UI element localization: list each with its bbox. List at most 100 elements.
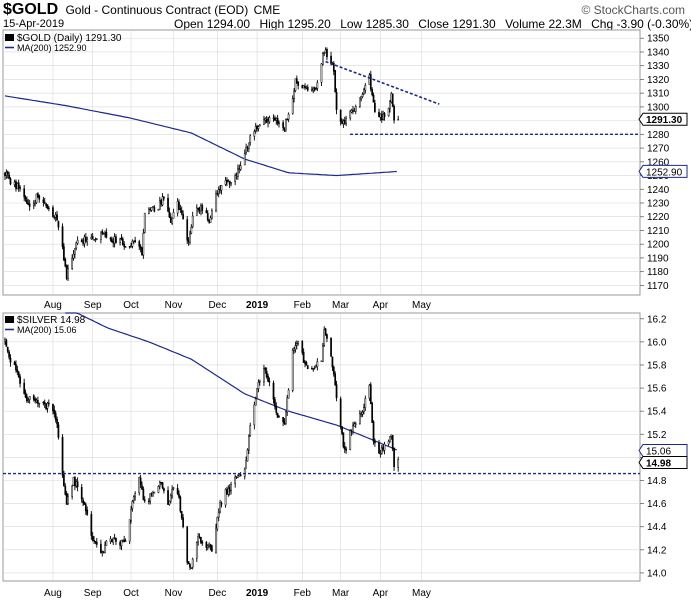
candle-body: [326, 49, 328, 58]
candle: [15, 360, 17, 373]
y-tick-label: 1320: [647, 75, 670, 86]
candle: [53, 215, 56, 220]
candle-body: [53, 409, 56, 414]
candle-body: [153, 491, 156, 494]
candle: [374, 99, 376, 113]
candle: [83, 501, 86, 505]
open-value: 1294.00: [206, 17, 251, 31]
candle-body: [330, 337, 332, 357]
candle-body: [389, 436, 391, 443]
candle: [360, 411, 363, 418]
candle: [178, 490, 180, 499]
candle: [306, 365, 309, 370]
candle-body: [374, 102, 376, 112]
candle: [219, 499, 221, 514]
candle-body: [358, 413, 361, 425]
candle-body: [171, 217, 173, 224]
candle: [215, 523, 217, 554]
candle: [52, 205, 54, 218]
candle-body: [227, 180, 230, 182]
candle-body: [198, 536, 201, 538]
candle-body: [142, 232, 145, 256]
candle: [316, 80, 319, 92]
candle-body: [272, 117, 275, 120]
candle: [387, 107, 390, 117]
candle: [323, 51, 326, 57]
high-label: High: [259, 17, 285, 31]
candle-body: [186, 526, 189, 563]
candle: [142, 228, 145, 259]
gold-legend-price[interactable]: $GOLD (Daily) 1291.30: [17, 33, 122, 44]
candle: [324, 47, 327, 54]
candle: [380, 444, 383, 455]
y-tick-label: 15.4: [647, 407, 667, 418]
x-tick-label: Oct: [123, 300, 139, 311]
candle-body: [286, 118, 289, 121]
candle-body: [167, 490, 169, 505]
gold-legend-ma[interactable]: MA(200) 1252.90: [17, 43, 87, 53]
candle-body: [100, 543, 102, 553]
candle: [286, 394, 289, 416]
header-symbol[interactable]: $GOLD: [3, 1, 59, 18]
candle: [285, 410, 287, 426]
candle-body: [286, 397, 289, 413]
silver-legend-ma[interactable]: MA(200) 15.06: [17, 325, 77, 335]
y-tick-label: 16.2: [647, 314, 667, 325]
candle: [334, 70, 337, 93]
candle: [163, 487, 165, 494]
header-description: Gold - Continuous Contract (EOD): [65, 3, 249, 17]
candle: [13, 179, 16, 188]
candle: [211, 544, 213, 552]
candle: [332, 61, 335, 76]
candle-body: [75, 481, 78, 487]
candle-body: [179, 208, 182, 211]
candle-body: [43, 201, 46, 204]
candle: [150, 492, 153, 497]
candle-body: [331, 356, 334, 368]
candle: [276, 412, 279, 419]
candle-body: [101, 551, 104, 553]
candle-body: [190, 227, 193, 234]
gold-y-axis: 1170118011901200121012201230124012501260…: [640, 34, 670, 292]
candle: [306, 84, 309, 92]
candle: [228, 180, 231, 189]
candle: [86, 236, 89, 246]
candle-body: [257, 382, 260, 389]
candle-body: [150, 493, 153, 496]
candle-body: [324, 49, 327, 54]
candle: [197, 532, 200, 546]
candle: [128, 519, 131, 545]
resistance-trendline: [325, 60, 440, 105]
candle-body: [217, 189, 220, 194]
candle: [132, 495, 135, 504]
candle-body: [239, 165, 242, 170]
candle: [8, 171, 10, 180]
candle-body: [380, 447, 383, 454]
candle: [253, 401, 256, 430]
candle-body: [397, 118, 400, 121]
candle-body: [334, 70, 337, 93]
candle-body: [294, 78, 297, 92]
chg-value: -3.90 (-0.30%): [616, 17, 691, 31]
silver-candles: [4, 326, 400, 570]
candle: [91, 233, 94, 240]
candle: [27, 199, 30, 206]
candle: [248, 142, 250, 153]
candle: [294, 341, 297, 353]
candle: [152, 206, 154, 208]
candle-body: [211, 545, 213, 552]
candle-body: [274, 399, 276, 407]
candle-body: [293, 91, 295, 99]
candle: [253, 129, 256, 141]
candle-body: [208, 543, 210, 546]
candle: [130, 242, 132, 248]
silver-legend-price[interactable]: $SILVER 14.98: [17, 315, 86, 326]
candle: [227, 485, 230, 497]
candle: [295, 75, 298, 84]
candle: [201, 203, 204, 215]
candle-body: [238, 474, 241, 477]
candle: [158, 196, 161, 210]
candle-body: [258, 380, 261, 383]
candle-body: [13, 181, 16, 185]
candle: [46, 401, 49, 413]
